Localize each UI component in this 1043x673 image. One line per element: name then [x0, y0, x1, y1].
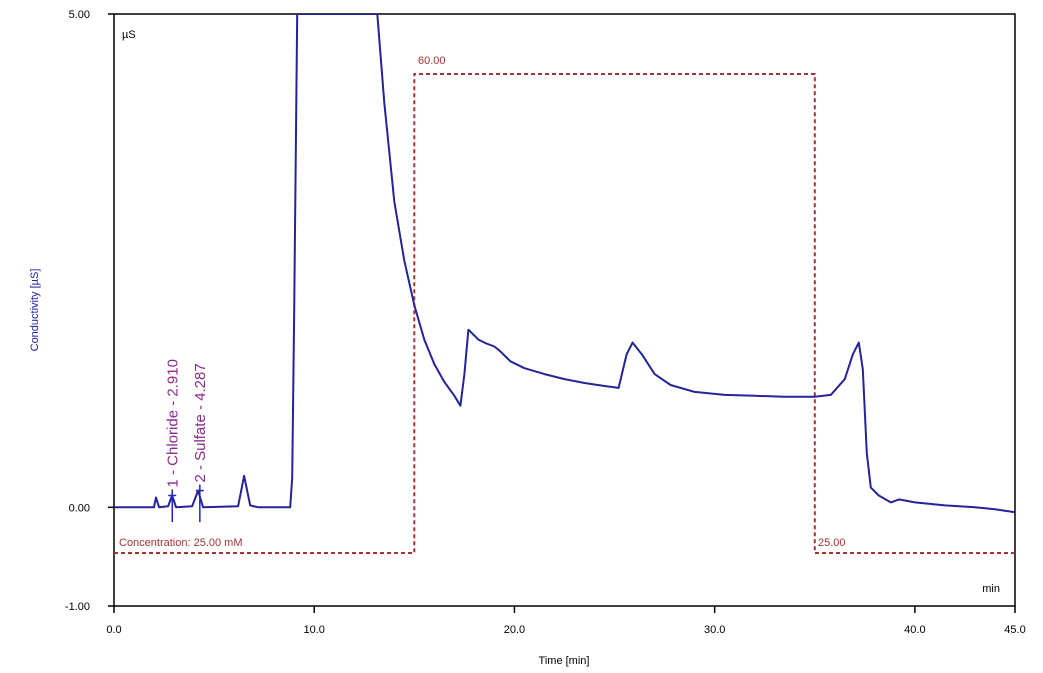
concentration-gradient-line [114, 73, 1015, 554]
plot-border [113, 13, 1016, 607]
x-tick-label: 45.0 [1004, 624, 1025, 636]
y-tick-label: 0.00 [69, 502, 90, 514]
concentration-end-label: 25.00 [818, 537, 846, 549]
x-tick-label: 40.0 [904, 624, 925, 636]
conductivity-trace [114, 14, 1015, 514]
x-tick-label: 20.0 [504, 624, 525, 636]
y-tick-label: -1.00 [65, 601, 90, 613]
x-unit-label: min [982, 583, 1000, 595]
x-axis-ticks: 0.0 10.0 20.0 30.0 40.0 45.0 [106, 606, 1026, 636]
x-tick-label: 0.0 [106, 624, 121, 636]
concentration-start-label: Concentration: 25.00 mM [119, 537, 243, 549]
peak-label: 2 - Sulfate - 4.287 [192, 363, 209, 482]
y-tick-label: 5.00 [69, 9, 90, 21]
plot-frame [113, 13, 1016, 607]
series-layer [114, 14, 1015, 554]
peak-label: 1 - Chloride - 2.910 [164, 359, 181, 487]
concentration-high-label: 60.00 [418, 55, 446, 67]
peak-markers: 1 - Chloride - 2.910 2 - Sulfate - 4.287 [164, 359, 209, 523]
y-axis-title: Conductivity [µS] [29, 269, 41, 352]
x-tick-label: 30.0 [704, 624, 725, 636]
y-unit-label: µS [122, 29, 136, 41]
y-axis-ticks: -1.00 0.00 5.00 [65, 9, 114, 613]
x-tick-label: 10.0 [304, 624, 325, 636]
x-axis-title: Time [min] [539, 655, 590, 667]
